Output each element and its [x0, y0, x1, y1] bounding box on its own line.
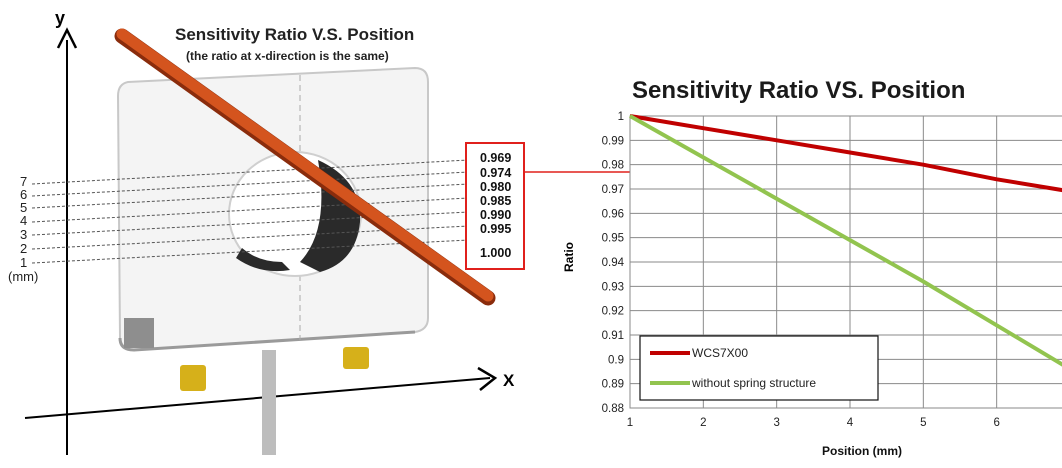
position-label: 2: [20, 241, 27, 256]
y-tick-label: 0.88: [602, 403, 624, 415]
legend-label-wcs7x00: WCS7X00: [692, 346, 748, 360]
sensor-lead: [262, 350, 276, 455]
y-tick-label: 0.93: [602, 281, 624, 293]
y-tick-label: 0.97: [602, 184, 624, 196]
y-tick-label: 0.91: [602, 330, 624, 342]
y-tick-label: 0.92: [602, 306, 624, 318]
position-label: 5: [20, 200, 27, 215]
ratio-value: 0.980: [480, 180, 511, 194]
position-label: 4: [20, 213, 27, 228]
y-tick-label: 0.95: [602, 233, 624, 245]
unit-label: (mm): [8, 269, 38, 284]
conductor-rod: [116, 28, 494, 302]
legend-label-without-spring: without spring structure: [691, 376, 816, 390]
ratio-value-box: [465, 142, 525, 270]
ratio-value: 1.000: [480, 246, 511, 260]
y-tick-label: 0.89: [602, 379, 624, 391]
position-labels: 7 6 5 4 3 2 1 (mm): [8, 174, 38, 284]
x-tick-label: 3: [773, 417, 779, 429]
x-tick-label: 5: [920, 417, 926, 429]
ratio-value: 0.985: [480, 194, 511, 208]
y-axis-label: y: [55, 8, 65, 28]
x-tick-label: 6: [993, 417, 999, 429]
y-tick-label: 0.9: [608, 354, 624, 366]
ratio-values: 0.969 0.974 0.980 0.985 0.990 0.995 1.00…: [480, 151, 511, 260]
aperture-shadow-bottom: [236, 248, 290, 272]
position-label: 3: [20, 227, 27, 242]
y-axis-title: Ratio: [562, 242, 576, 272]
sensor-pin-left: [180, 365, 206, 391]
chart-title: Sensitivity Ratio VS. Position: [632, 77, 965, 104]
ratio-value: 0.995: [480, 222, 511, 236]
sensor-pin-right: [343, 347, 369, 369]
illustration-title: Sensitivity Ratio V.S. Position: [175, 25, 414, 44]
x-axis-line: [24, 377, 491, 419]
x-axis-label: X: [503, 371, 515, 390]
legend: [639, 335, 879, 401]
y-tick-label: 1: [618, 111, 624, 123]
x-tick-labels: 1234567: [627, 417, 1000, 429]
series-lines: [629, 114, 1062, 367]
grid-lines: [629, 115, 1062, 409]
line-chart: Sensitivity Ratio VS. Position 0.880.890…: [562, 77, 1062, 458]
y-axis-arrow-icon: [56, 27, 78, 49]
position-label: 1: [20, 255, 27, 270]
illustration-subtitle: (the ratio at x-direction is the same): [186, 49, 389, 63]
position-label: 7: [20, 174, 27, 189]
x-tick-label: 4: [847, 417, 854, 429]
ratio-value: 0.969: [480, 151, 511, 165]
y-tick-labels: 0.88 0.89 0.9 0.91 0.92 0.93 0.94 0.95 0.96 0.97 0…: [602, 111, 625, 415]
sensor-illustration: y X Sensitivity Ratio V.S. Position (the…: [8, 8, 902, 455]
position-label: 6: [20, 187, 27, 202]
y-tick-label: 0.98: [602, 160, 624, 172]
x-tick-label: 1: [627, 417, 633, 429]
ratio-value: 0.974: [480, 166, 511, 180]
position-lines: [31, 159, 469, 264]
y-tick-label: 0.99: [602, 135, 624, 147]
ratio-value: 0.990: [480, 208, 511, 222]
series-line-wcs7x00: [629, 114, 1062, 193]
sensor-label-block: [124, 318, 154, 348]
y-tick-label: 0.94: [602, 257, 625, 269]
x-tick-label: 2: [700, 417, 706, 429]
y-tick-label: 0.96: [602, 208, 624, 220]
x-axis-title: Position (mm): [822, 444, 902, 458]
series-line-without-spring: [629, 114, 1062, 367]
x-axis-arrow-icon: [477, 366, 498, 391]
